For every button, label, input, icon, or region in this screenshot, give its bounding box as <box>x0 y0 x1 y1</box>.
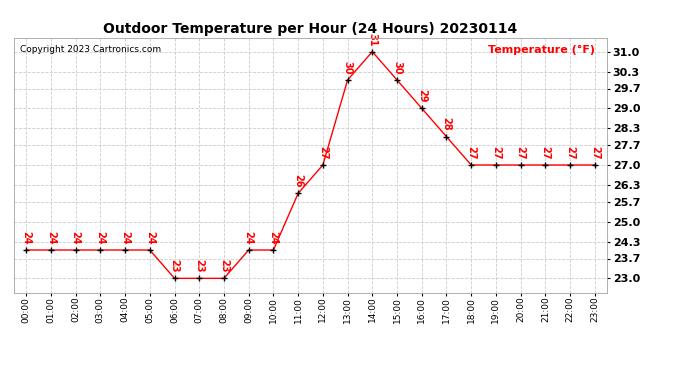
Text: 23: 23 <box>195 259 204 273</box>
Text: 23: 23 <box>170 259 179 273</box>
Text: 30: 30 <box>343 61 353 75</box>
Text: Copyright 2023 Cartronics.com: Copyright 2023 Cartronics.com <box>20 45 161 54</box>
Text: 24: 24 <box>70 231 81 244</box>
Text: Temperature (°F): Temperature (°F) <box>489 45 595 55</box>
Text: 26: 26 <box>293 174 303 188</box>
Text: 24: 24 <box>95 231 106 244</box>
Text: 24: 24 <box>268 231 278 244</box>
Text: 29: 29 <box>417 89 426 103</box>
Text: 24: 24 <box>46 231 56 244</box>
Text: 23: 23 <box>219 259 229 273</box>
Text: 24: 24 <box>244 231 254 244</box>
Title: Outdoor Temperature per Hour (24 Hours) 20230114: Outdoor Temperature per Hour (24 Hours) … <box>104 22 518 36</box>
Text: 27: 27 <box>318 146 328 159</box>
Text: 31: 31 <box>367 33 377 46</box>
Text: 27: 27 <box>466 146 476 159</box>
Text: 30: 30 <box>392 61 402 75</box>
Text: 24: 24 <box>21 231 31 244</box>
Text: 24: 24 <box>145 231 155 244</box>
Text: 28: 28 <box>442 117 451 131</box>
Text: 27: 27 <box>515 146 526 159</box>
Text: 27: 27 <box>540 146 551 159</box>
Text: 27: 27 <box>590 146 600 159</box>
Text: 27: 27 <box>491 146 501 159</box>
Text: 24: 24 <box>120 231 130 244</box>
Text: 27: 27 <box>565 146 575 159</box>
